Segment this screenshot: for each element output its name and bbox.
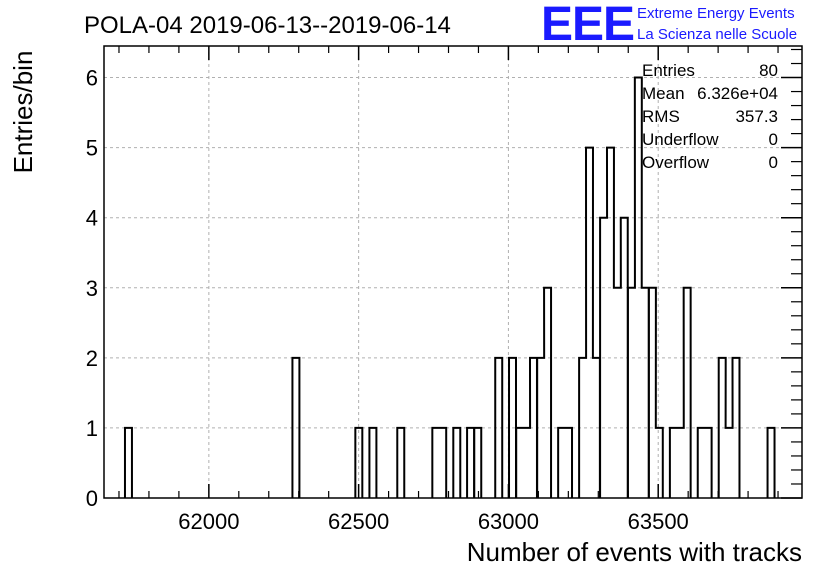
histogram-bin xyxy=(467,428,474,498)
histogram-bin xyxy=(726,428,733,498)
x-tick-label: 62500 xyxy=(328,509,389,534)
stats-entries-label: Entries xyxy=(642,61,695,80)
stats-mean-value: 6.326e+04 xyxy=(697,84,778,103)
stats-mean-label: Mean xyxy=(642,84,685,103)
histogram-bin xyxy=(516,428,523,498)
y-tick-label: 4 xyxy=(86,206,98,231)
stats-entries-value: 80 xyxy=(759,61,778,80)
tick-labels: 62000 62500 63000 63500 0 1 2 3 4 5 6 xyxy=(86,66,689,534)
stats-overflow-value: 0 xyxy=(769,153,778,172)
y-tick-label: 3 xyxy=(86,276,98,301)
histogram-bin xyxy=(642,288,649,498)
histogram-bin xyxy=(705,428,712,498)
logo-mark: EEE xyxy=(541,0,634,51)
x-tick-label: 62000 xyxy=(178,509,239,534)
histogram-bin xyxy=(439,428,446,498)
histogram-bin xyxy=(523,428,530,498)
histogram-bin xyxy=(369,428,376,498)
chart-title: POLA-04 2019-06-13--2019-06-14 xyxy=(84,12,451,39)
stats-overflow-label: Overflow xyxy=(642,153,710,172)
y-tick-label: 6 xyxy=(86,66,98,91)
histogram-bin xyxy=(397,428,404,498)
y-tick-label: 2 xyxy=(86,346,98,371)
stats-underflow-label: Underflow xyxy=(642,130,719,149)
histogram-bin xyxy=(544,288,551,498)
histogram-bin xyxy=(614,288,621,498)
histogram-bin xyxy=(565,428,572,498)
histogram-bin xyxy=(656,428,663,498)
histogram-bin xyxy=(677,428,684,498)
eee-logo: EEE Extreme Energy Events La Scienza nel… xyxy=(541,0,797,51)
stats-rms-label: RMS xyxy=(642,107,680,126)
y-tick-label: 5 xyxy=(86,136,98,161)
histogram-bin xyxy=(432,428,439,498)
x-axis-label: Number of events with tracks xyxy=(467,537,802,567)
y-tick-label: 0 xyxy=(86,486,98,511)
histogram-bin xyxy=(125,428,132,498)
histogram-bin xyxy=(453,428,460,498)
y-axis-label: Entries/bin xyxy=(8,51,38,174)
histogram-bin xyxy=(670,428,677,498)
histogram-bin xyxy=(768,428,775,498)
x-tick-label: 63000 xyxy=(478,509,539,534)
plot-frame xyxy=(103,45,803,499)
histogram-bin xyxy=(628,288,635,498)
stats-box: Entries 80 Mean 6.326e+04 RMS 357.3 Unde… xyxy=(642,61,778,172)
logo-line-2: La Scienza nelle Scuole xyxy=(637,26,797,43)
y-tick-label: 1 xyxy=(86,416,98,441)
logo-line-1: Extreme Energy Events xyxy=(637,5,795,22)
stats-rms-value: 357.3 xyxy=(735,107,778,126)
histogram-bin xyxy=(558,428,565,498)
histogram-outline xyxy=(123,76,776,498)
histogram-bin xyxy=(698,428,705,498)
stats-underflow-value: 0 xyxy=(769,130,778,149)
histogram-bin xyxy=(474,428,481,498)
x-tick-label: 63500 xyxy=(628,509,689,534)
